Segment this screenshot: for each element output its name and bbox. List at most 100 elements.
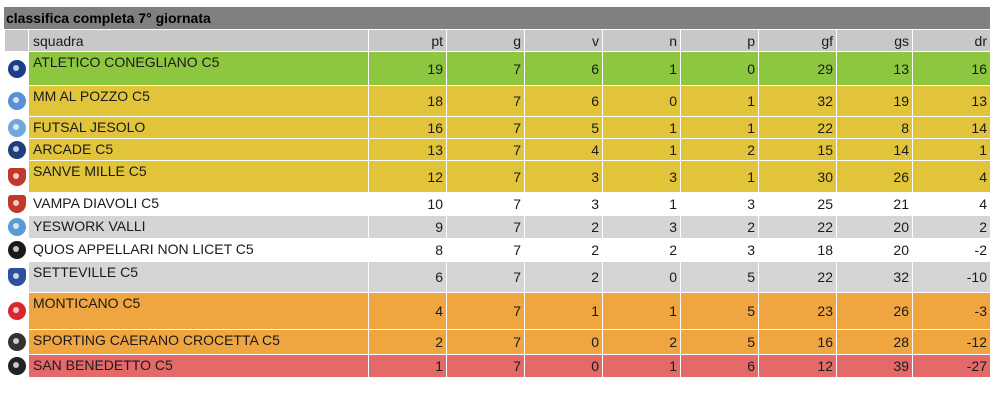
- played-cell: 7: [446, 116, 525, 139]
- team-name-cell[interactable]: FUTSAL JESOLO: [28, 116, 369, 139]
- played-cell: 7: [446, 215, 525, 239]
- goals-against-cell: 20: [836, 238, 913, 262]
- goals-against-cell: 19: [836, 85, 913, 117]
- standings-rows: ATLETICO CONEGLIANO C5 19 7 6 1 0 29 13 16 MM AL …: [4, 51, 991, 378]
- goals-against-cell: 39: [836, 354, 913, 378]
- goals-against-column-header[interactable]: gs: [836, 29, 913, 52]
- table-row[interactable]: MONTICANO C5 4 7 1 1 5 23 26 -3: [4, 292, 991, 330]
- goals-against-cell: 26: [836, 292, 913, 330]
- points-cell: 16: [368, 116, 447, 139]
- draws-cell: 3: [602, 215, 681, 239]
- wins-cell: 2: [524, 261, 603, 293]
- table-row[interactable]: ATLETICO CONEGLIANO C5 19 7 6 1 0 29 13 16: [4, 51, 991, 86]
- team-logo-cell: [4, 261, 29, 293]
- goals-against-cell: 20: [836, 215, 913, 239]
- losses-column-header[interactable]: p: [680, 29, 759, 52]
- points-cell: 19: [368, 51, 447, 86]
- goals-for-cell: 32: [758, 85, 837, 117]
- goals-for-cell: 22: [758, 261, 837, 293]
- table-row[interactable]: SAN BENEDETTO C5 1 7 0 1 6 12 39 -27: [4, 354, 991, 378]
- losses-cell: 3: [680, 192, 759, 216]
- vampa-diavoli-logo-icon: [7, 195, 26, 214]
- losses-cell: 5: [680, 329, 759, 355]
- played-column-header[interactable]: g: [446, 29, 525, 52]
- points-cell: 12: [368, 160, 447, 193]
- draws-cell: 1: [602, 354, 681, 378]
- played-cell: 7: [446, 160, 525, 193]
- draws-cell: 3: [602, 160, 681, 193]
- wins-cell: 6: [524, 51, 603, 86]
- played-cell: 7: [446, 292, 525, 330]
- wins-cell: 2: [524, 238, 603, 262]
- team-name-cell[interactable]: SPORTING CAERANO CROCETTA C5: [28, 329, 369, 355]
- arcade-logo-icon: [7, 140, 26, 159]
- points-column-header[interactable]: pt: [368, 29, 447, 52]
- points-cell: 2: [368, 329, 447, 355]
- team-column-header[interactable]: squadra: [28, 29, 369, 52]
- goal-difference-column-header[interactable]: dr: [912, 29, 991, 52]
- points-cell: 13: [368, 138, 447, 161]
- played-cell: 7: [446, 85, 525, 117]
- draws-cell: 1: [602, 138, 681, 161]
- goals-for-cell: 30: [758, 160, 837, 193]
- team-name-cell[interactable]: MONTICANO C5: [28, 292, 369, 330]
- team-name-cell[interactable]: ATLETICO CONEGLIANO C5: [28, 51, 369, 86]
- table-row[interactable]: QUOS APPELLARI NON LICET C5 8 7 2 2 3 18 20 -2: [4, 238, 991, 262]
- played-cell: 7: [446, 354, 525, 378]
- played-cell: 7: [446, 138, 525, 161]
- goal-difference-cell: 1: [912, 138, 991, 161]
- table-row[interactable]: MM AL POZZO C5 18 7 6 0 1 32 19 13: [4, 85, 991, 117]
- draws-cell: 2: [602, 329, 681, 355]
- wins-cell: 6: [524, 85, 603, 117]
- team-name-cell[interactable]: MM AL POZZO C5: [28, 85, 369, 117]
- goals-for-cell: 18: [758, 238, 837, 262]
- goals-for-cell: 22: [758, 116, 837, 139]
- quos-appellari-logo-icon: [7, 241, 26, 260]
- goal-difference-cell: -3: [912, 292, 991, 330]
- team-name-cell[interactable]: ARCADE C5: [28, 138, 369, 161]
- table-row[interactable]: SPORTING CAERANO CROCETTA C5 2 7 0 2 5 16 28 -12: [4, 329, 991, 355]
- draws-column-header[interactable]: n: [602, 29, 681, 52]
- points-cell: 6: [368, 261, 447, 293]
- wins-cell: 0: [524, 354, 603, 378]
- draws-cell: 2: [602, 238, 681, 262]
- draws-cell: 1: [602, 192, 681, 216]
- losses-cell: 5: [680, 261, 759, 293]
- goal-difference-cell: 4: [912, 160, 991, 193]
- goals-for-cell: 15: [758, 138, 837, 161]
- team-logo-cell: [4, 215, 29, 239]
- team-name-cell[interactable]: VAMPA DIAVOLI C5: [28, 192, 369, 216]
- team-name-cell[interactable]: YESWORK VALLI: [28, 215, 369, 239]
- wins-cell: 3: [524, 192, 603, 216]
- table-row[interactable]: VAMPA DIAVOLI C5 10 7 3 1 3 25 21 4: [4, 192, 991, 216]
- goals-for-cell: 25: [758, 192, 837, 216]
- team-logo-cell: [4, 160, 29, 193]
- goals-for-cell: 23: [758, 292, 837, 330]
- losses-cell: 5: [680, 292, 759, 330]
- logo-column-header: [4, 29, 29, 52]
- goals-for-cell: 29: [758, 51, 837, 86]
- goals-for-column-header[interactable]: gf: [758, 29, 837, 52]
- table-row[interactable]: FUTSAL JESOLO 16 7 5 1 1 22 8 14: [4, 116, 991, 139]
- goal-difference-cell: -10: [912, 261, 991, 293]
- team-name-cell[interactable]: QUOS APPELLARI NON LICET C5: [28, 238, 369, 262]
- points-cell: 9: [368, 215, 447, 239]
- wins-cell: 3: [524, 160, 603, 193]
- goals-against-cell: 13: [836, 51, 913, 86]
- losses-cell: 1: [680, 116, 759, 139]
- table-row[interactable]: SETTEVILLE C5 6 7 2 0 5 22 32 -10: [4, 261, 991, 293]
- goals-against-cell: 26: [836, 160, 913, 193]
- goal-difference-cell: -12: [912, 329, 991, 355]
- monticano-logo-icon: [7, 302, 26, 321]
- team-name-cell[interactable]: SETTEVILLE C5: [28, 261, 369, 293]
- wins-column-header[interactable]: v: [524, 29, 603, 52]
- team-name-cell[interactable]: SANVE MILLE C5: [28, 160, 369, 193]
- team-name-cell[interactable]: SAN BENEDETTO C5: [28, 354, 369, 378]
- table-row[interactable]: SANVE MILLE C5 12 7 3 3 1 30 26 4: [4, 160, 991, 193]
- played-cell: 7: [446, 329, 525, 355]
- table-row[interactable]: ARCADE C5 13 7 4 1 2 15 14 1: [4, 138, 991, 161]
- atletico-conegliano-logo-icon: [7, 59, 26, 78]
- table-row[interactable]: YESWORK VALLI 9 7 2 3 2 22 20 2: [4, 215, 991, 239]
- points-cell: 1: [368, 354, 447, 378]
- team-logo-cell: [4, 292, 29, 330]
